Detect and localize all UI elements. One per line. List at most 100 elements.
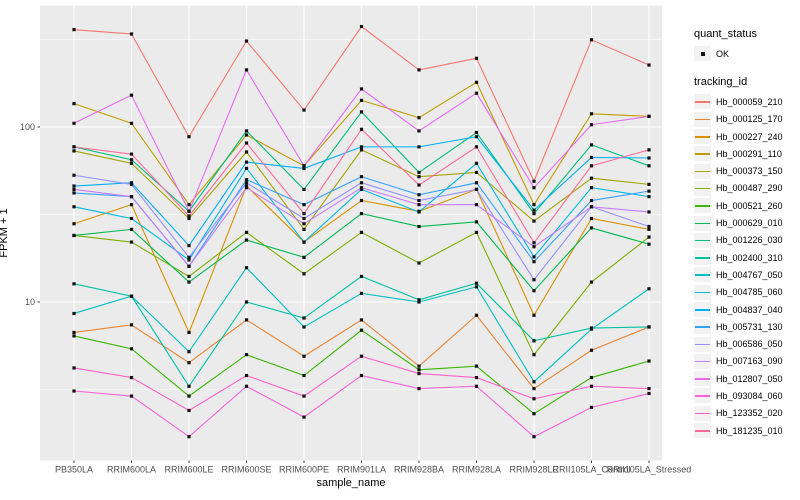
data-point (72, 330, 76, 335)
data-point (532, 339, 536, 343)
legend-item: Hb_000521_260 (694, 197, 798, 214)
data-point (72, 366, 76, 370)
legend-item-label: Hb_000629_010 (716, 218, 783, 229)
data-point (187, 435, 191, 439)
data-point (129, 216, 134, 221)
data-point (302, 227, 306, 231)
data-point (647, 189, 651, 193)
data-point (474, 203, 479, 207)
data-point (589, 375, 594, 380)
data-point (647, 210, 651, 214)
data-point (474, 313, 479, 317)
data-point (187, 214, 191, 218)
data-point (417, 145, 421, 149)
data-point (129, 158, 134, 162)
data-point (359, 230, 364, 234)
legend-item-label: Hb_123352_020 (716, 408, 783, 419)
data-point (589, 348, 594, 352)
data-point (474, 130, 479, 135)
data-point (359, 291, 364, 295)
legend-key (694, 405, 711, 421)
data-point (302, 240, 306, 244)
data-point (129, 181, 134, 185)
legend-key (694, 423, 711, 439)
data-point (589, 280, 594, 284)
data-point (129, 152, 134, 156)
data-point (244, 141, 249, 145)
data-point (417, 386, 421, 391)
legend-key (694, 215, 711, 231)
data-point (72, 121, 76, 125)
data-point (244, 166, 249, 171)
data-point (417, 116, 421, 120)
data-point (72, 282, 76, 286)
data-point (417, 68, 421, 72)
data-point (359, 145, 364, 149)
data-point (302, 187, 306, 191)
legend-line-swatch-icon (695, 136, 710, 138)
legend-item-ok: OK (694, 45, 798, 62)
data-point (532, 412, 536, 416)
legend-line-swatch-icon (695, 170, 710, 173)
legend-item-label: Hb_004837_040 (716, 304, 783, 315)
legend-key (694, 111, 711, 127)
data-point (244, 178, 249, 182)
data-point (187, 264, 191, 268)
data-point (417, 261, 421, 265)
data-point (244, 384, 249, 388)
data-point (187, 274, 191, 279)
data-point (129, 93, 134, 97)
data-point (647, 227, 651, 231)
data-point (359, 198, 364, 203)
legend-key (694, 94, 711, 110)
legend-item-label: Hb_000291_110 (716, 148, 782, 159)
x-tick-label: RRIM600SE (221, 465, 271, 475)
legend-item: Hb_012807_050 (694, 370, 798, 387)
legend-item-label: Hb_004767_050 (716, 269, 783, 280)
legend-key (694, 180, 711, 196)
legend-key (694, 302, 711, 317)
legend-item-label: Hb_007163_090 (716, 356, 783, 367)
data-point (647, 156, 651, 160)
data-point (532, 380, 536, 384)
data-point (359, 127, 364, 131)
data-point (244, 238, 249, 242)
x-tick-label: RRII105LA_Control (552, 465, 630, 475)
data-point (647, 325, 651, 329)
data-point (474, 364, 479, 368)
data-point (589, 327, 594, 331)
legend-item-label: Hb_012807_050 (716, 373, 783, 384)
legend-item: Hb_007163_090 (694, 353, 798, 370)
data-point (187, 330, 191, 335)
data-point (647, 148, 651, 152)
data-point (647, 287, 651, 291)
data-point (647, 182, 651, 186)
data-point (417, 183, 421, 187)
legend-item: Hb_123352_020 (694, 405, 798, 422)
data-point (72, 205, 76, 209)
data-point (532, 245, 536, 249)
data-point (302, 373, 306, 378)
data-point (129, 32, 134, 36)
legend-item-label: Hb_004785_060 (716, 287, 783, 298)
legend-item: Hb_005731_130 (694, 318, 798, 335)
data-point (417, 210, 421, 214)
data-point (359, 87, 364, 91)
legend-item-label: OK (716, 48, 730, 59)
legend-item: Hb_001226_030 (694, 232, 798, 249)
legend-line-swatch-icon (695, 101, 710, 103)
legend-line-swatch-icon (695, 274, 710, 276)
data-point (359, 24, 364, 29)
data-point (474, 161, 479, 165)
data-point (589, 155, 594, 160)
data-point (302, 108, 306, 112)
data-point (417, 203, 421, 207)
data-point (302, 164, 306, 168)
legend-item: Hb_000125_170 (694, 111, 798, 128)
data-point (647, 235, 651, 239)
data-point (647, 391, 651, 396)
data-point (589, 123, 594, 127)
legend-key (694, 371, 711, 387)
legend-item-label: Hb_001226_030 (716, 235, 783, 246)
